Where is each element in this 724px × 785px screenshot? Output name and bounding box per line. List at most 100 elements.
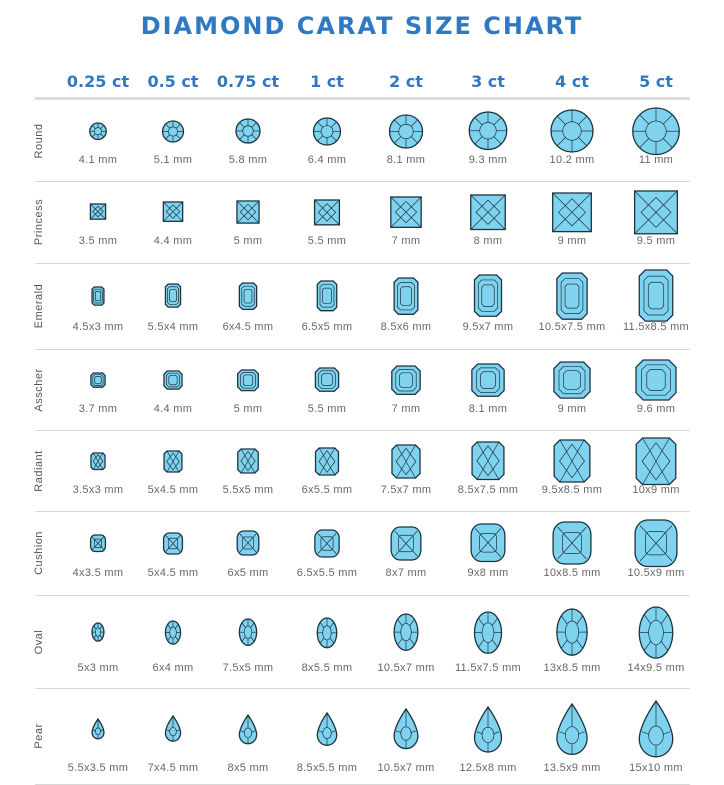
size-cell: 13.5x9 mm [532, 688, 612, 784]
size-cell: 4.4 mm [133, 349, 213, 430]
pear-diamond-icon [638, 699, 674, 758]
size-cell: 5x4.5 mm [133, 511, 213, 595]
size-label: 5.5x4 mm [147, 321, 199, 333]
cushion-diamond-icon [89, 534, 107, 552]
cushion-diamond-icon [390, 525, 422, 561]
size-label: 4.4 mm [153, 235, 193, 247]
round-diamond-icon [89, 122, 107, 140]
size-label: 6x4.5 mm [222, 321, 274, 333]
shape-row-round: Round 4.1 mm 5.1 mm 5.8 mm 6.4 mm 8.1 mm 9.3 m… [33, 100, 690, 182]
size-cell: 6x4 mm [133, 595, 213, 688]
princess-diamond-icon [89, 203, 107, 221]
size-cell: 6x5 mm [208, 511, 288, 595]
size-cell: 9.6 mm [616, 349, 696, 430]
size-cell: 5.5 mm [287, 349, 367, 430]
size-cell: 9.3 mm [448, 100, 528, 181]
size-label: 3.7 mm [78, 403, 118, 415]
size-label: 8.5x5.5 mm [296, 762, 358, 774]
asscher-diamond-icon [163, 370, 183, 390]
size-label: 9.5x8.5 mm [541, 484, 603, 496]
size-cell: 9x8 mm [448, 511, 528, 595]
oval-diamond-icon [638, 606, 674, 659]
size-label: 6.5x5.5 mm [296, 567, 358, 579]
radiant-diamond-icon [90, 452, 106, 470]
size-label: 14x9.5 mm [627, 662, 685, 674]
size-cell: 6x5.5 mm [287, 430, 367, 511]
size-cell: 10x8.5 mm [532, 511, 612, 595]
size-cell: 14x9.5 mm [616, 595, 696, 688]
round-diamond-icon [312, 116, 342, 146]
emerald-diamond-icon [316, 280, 338, 312]
size-cell: 5 mm [208, 349, 288, 430]
size-cell: 3.5x3 mm [58, 430, 138, 511]
size-label: 6.5x5 mm [301, 321, 353, 333]
pear-diamond-icon [164, 715, 182, 743]
size-label: 10.2 mm [549, 154, 595, 166]
asscher-diamond-icon [553, 361, 591, 399]
emerald-diamond-icon [238, 282, 258, 310]
size-label: 9 mm [557, 235, 587, 247]
size-label: 4.1 mm [78, 154, 118, 166]
size-cell: 5.8 mm [208, 100, 288, 181]
size-cell: 8x5 mm [208, 688, 288, 784]
radiant-diamond-icon [471, 441, 505, 481]
size-cell: 6x4.5 mm [208, 263, 288, 349]
oval-diamond-icon [556, 608, 588, 657]
size-label: 8.5x6 mm [380, 321, 432, 333]
asscher-diamond-icon [391, 365, 421, 395]
oval-diamond-icon [473, 611, 503, 654]
size-cell: 5.5 mm [287, 181, 367, 263]
shape-row-pear: Pear 5.5x3.5 mm 7x4.5 mm 8x5 mm 8.5x5.5 mm 10… [33, 688, 690, 785]
size-cell: 6.5x5.5 mm [287, 511, 367, 595]
size-label: 9x8 mm [467, 567, 509, 579]
size-label: 5 mm [233, 403, 263, 415]
size-label: 7.5x7 mm [380, 484, 432, 496]
carat-header: 0.25 ct [66, 72, 130, 91]
emerald-diamond-icon [638, 269, 674, 323]
size-cell: 9.5x8.5 mm [532, 430, 612, 511]
size-label: 7.5x5 mm [222, 662, 274, 674]
round-diamond-icon [468, 111, 508, 151]
pear-diamond-icon [316, 711, 338, 746]
carat-header: 2 ct [389, 72, 423, 91]
emerald-diamond-icon [393, 277, 419, 315]
size-label: 6.4 mm [307, 154, 347, 166]
pear-diamond-icon [393, 708, 419, 750]
size-cell: 7 mm [366, 349, 446, 430]
shape-label: Cushion [33, 531, 45, 575]
size-cell: 8 mm [448, 181, 528, 263]
size-cell: 8.5x6 mm [366, 263, 446, 349]
size-cell: 4.5x3 mm [58, 263, 138, 349]
size-label: 5.5 mm [307, 235, 347, 247]
size-label: 7 mm [391, 235, 421, 247]
size-cell: 6.5x5 mm [287, 263, 367, 349]
size-cell: 10.5x9 mm [616, 511, 696, 595]
size-cell: 9 mm [532, 181, 612, 263]
shape-row-oval: Oval 5x3 mm 6x4 mm 7.5x5 mm 8x5.5 mm 10.5x7 m… [33, 595, 690, 689]
radiant-diamond-icon [237, 448, 259, 474]
princess-diamond-icon [313, 198, 341, 226]
size-label: 9.3 mm [468, 154, 508, 166]
size-label: 9.5 mm [636, 235, 676, 247]
size-label: 4x3.5 mm [72, 567, 124, 579]
carat-header: 0.5 ct [147, 72, 199, 91]
shape-label: Round [33, 123, 45, 158]
size-cell: 5.1 mm [133, 100, 213, 181]
size-cell: 3.7 mm [58, 349, 138, 430]
size-label: 4.4 mm [153, 403, 193, 415]
shape-label: Emerald [33, 283, 45, 329]
asscher-diamond-icon [314, 367, 340, 393]
size-label: 10.5x7 mm [377, 662, 435, 674]
size-cell: 5x4.5 mm [133, 430, 213, 511]
size-label: 3.5 mm [78, 235, 118, 247]
size-cell: 8.1 mm [366, 100, 446, 181]
shape-row-princess: Princess 3.5 mm 4.4 mm 5 mm 5.5 mm 7 mm 8 mm 9 … [33, 181, 690, 264]
size-label: 6x5.5 mm [301, 484, 353, 496]
size-label: 12.5x8 mm [459, 762, 517, 774]
size-label: 8.5x7.5 mm [457, 484, 519, 496]
size-label: 5.5x5 mm [222, 484, 274, 496]
size-label: 5.5x3.5 mm [67, 762, 129, 774]
size-label: 9.6 mm [636, 403, 676, 415]
carat-header-row: 0.25 ct 0.5 ct 0.75 ct 1 ct 2 ct 3 ct 4 ct 5 ct [35, 72, 690, 96]
asscher-diamond-icon [90, 372, 106, 388]
